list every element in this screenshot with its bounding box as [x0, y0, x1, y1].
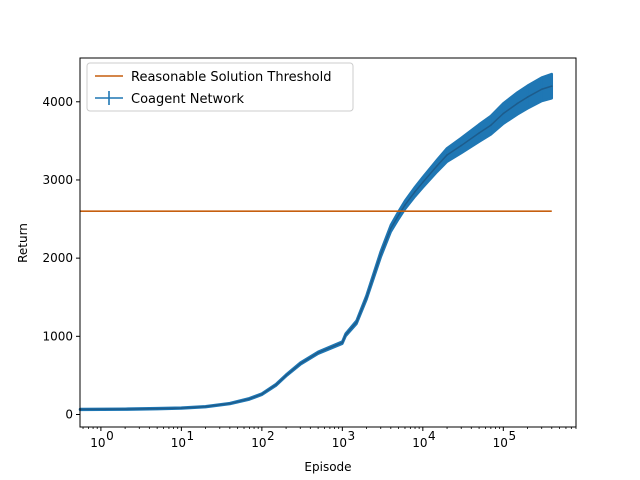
- coagent-point: [299, 362, 302, 365]
- coagent-point: [261, 393, 263, 395]
- coagent-point: [285, 374, 287, 377]
- coagent-point: [446, 154, 448, 156]
- coagent-point: [355, 321, 358, 324]
- plot-area: [78, 72, 554, 412]
- y-tick-label: 4000: [42, 95, 73, 109]
- x-tick-label: 10: [90, 436, 105, 450]
- x-tick-label: 10: [493, 436, 508, 450]
- x-tick-label-exponent: 1: [187, 429, 195, 443]
- coagent-point: [317, 351, 319, 354]
- x-tick-label: 10: [332, 436, 347, 450]
- y-tick-label: 0: [65, 407, 73, 421]
- x-tick-label: 10: [171, 436, 186, 450]
- coagent-point: [540, 88, 543, 91]
- coagent-point: [275, 383, 277, 386]
- x-tick-label-exponent: 3: [348, 429, 356, 443]
- x-axis-label: Episode: [304, 460, 351, 474]
- y-tick-label: 2000: [42, 251, 73, 265]
- legend-box: [86, 62, 354, 112]
- coagent-point: [341, 341, 344, 344]
- coagent-mean-line: [79, 85, 552, 411]
- legend: Reasonable Solution Threshold Coagent Ne…: [86, 62, 354, 112]
- x-tick-label-exponent: 2: [267, 429, 275, 443]
- coagent-point: [365, 296, 368, 299]
- coagent-point: [204, 405, 207, 408]
- legend-label-coagent: Coagent Network: [131, 92, 244, 107]
- coagent-point: [404, 204, 406, 206]
- coagent-point: [156, 407, 158, 410]
- coagent-point: [460, 144, 463, 147]
- coagent-point: [436, 165, 438, 167]
- coagent-point: [397, 214, 400, 216]
- x-tick-label-exponent: 4: [428, 429, 436, 443]
- coagent-point: [390, 227, 392, 230]
- coagent-point: [379, 253, 382, 256]
- coagent-point: [414, 190, 416, 193]
- y-tick-label: 3000: [42, 173, 73, 187]
- coagent-point: [180, 407, 183, 409]
- y-tick-label: 1000: [42, 329, 73, 343]
- coagent-point: [550, 85, 553, 87]
- x-tick-label-exponent: 5: [508, 429, 516, 443]
- coagent-point: [124, 408, 126, 410]
- coagent-point: [344, 333, 347, 336]
- coagent-point: [502, 112, 505, 115]
- coagent-point: [490, 124, 492, 127]
- coagent-point: [478, 132, 480, 134]
- coagent-point: [516, 102, 519, 105]
- coagent-point: [526, 96, 529, 98]
- axes-frame: [79, 57, 577, 428]
- legend-label-threshold: Reasonable Solution Threshold: [131, 70, 332, 85]
- y-axis-label: Return: [16, 223, 30, 263]
- coagent-point: [229, 402, 231, 405]
- x-tick-label-exponent: 0: [106, 429, 114, 443]
- coagent-point: [422, 181, 424, 184]
- x-tick-label: 10: [251, 436, 266, 450]
- coagent-point: [248, 398, 251, 400]
- x-tick-label: 10: [412, 436, 427, 450]
